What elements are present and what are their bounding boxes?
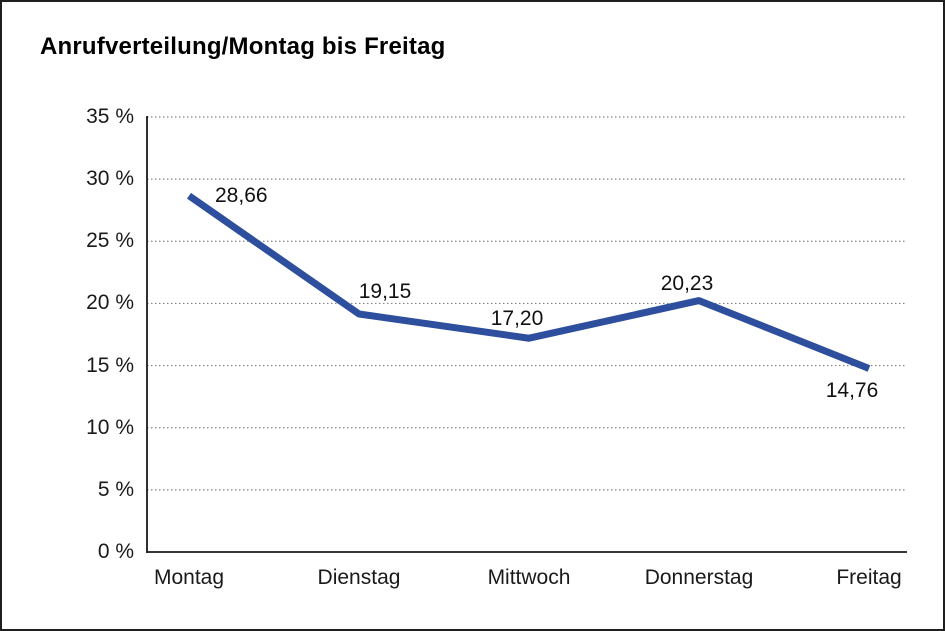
data-series-line (187, 192, 871, 372)
chart-title: Anrufverteilung/Montag bis Freitag (40, 33, 446, 60)
